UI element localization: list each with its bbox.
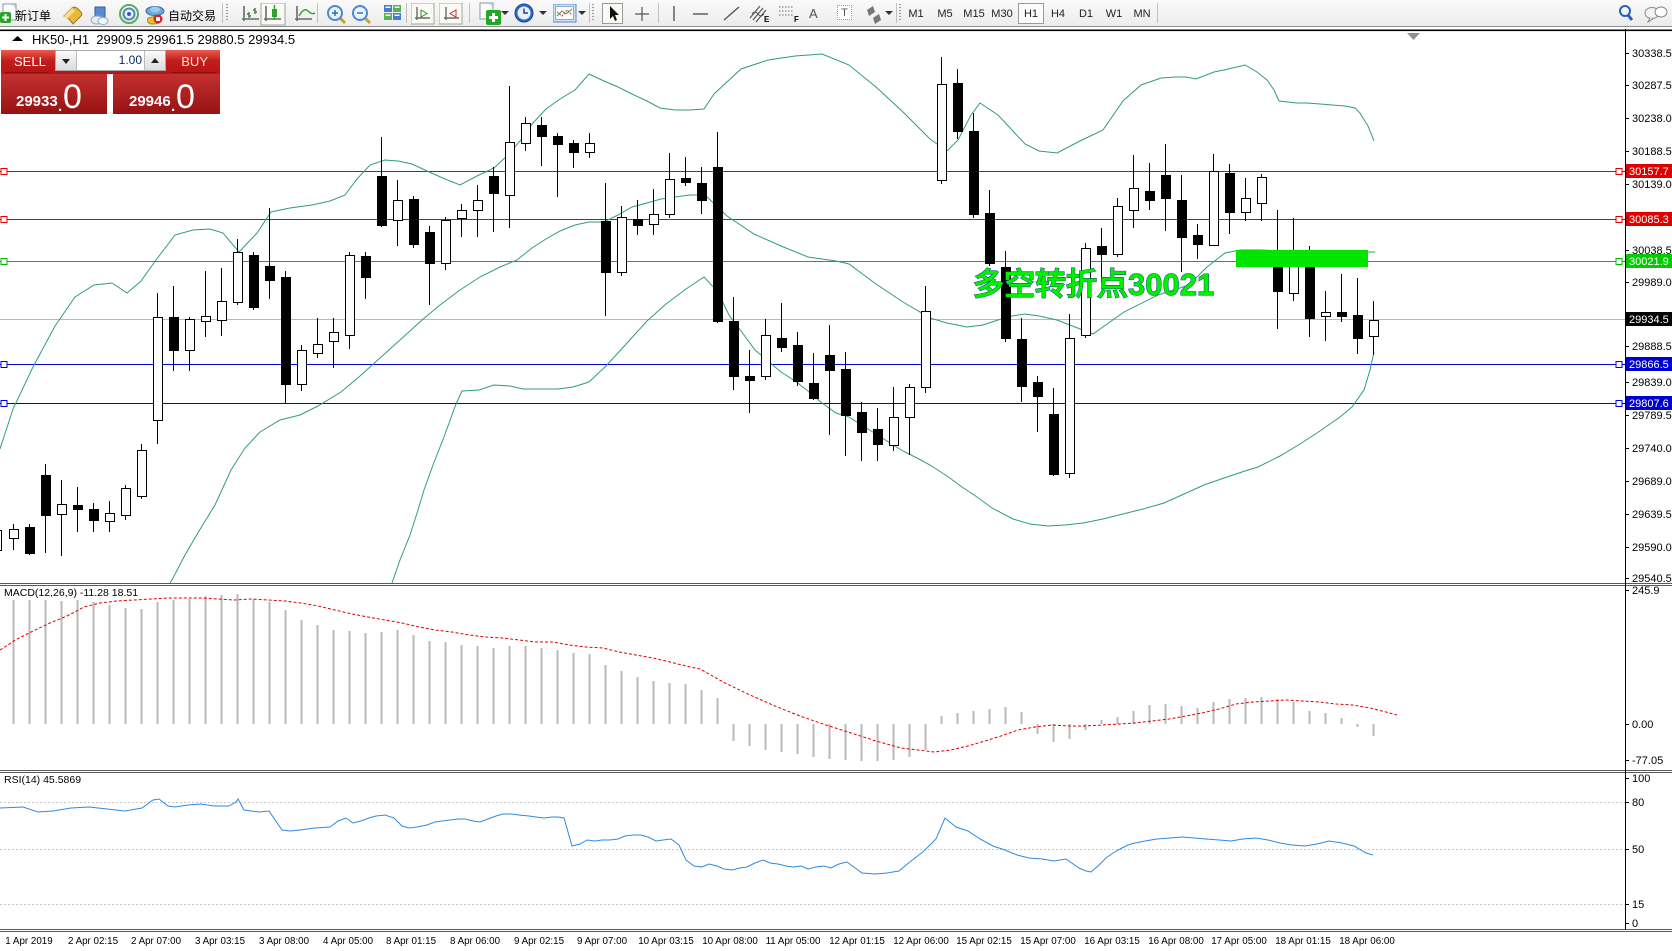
svg-text:29689.0: 29689.0 <box>1632 476 1672 488</box>
svg-text:0.00: 0.00 <box>1632 719 1653 731</box>
svg-text:30085.3: 30085.3 <box>1629 214 1669 226</box>
svg-text:80: 80 <box>1632 797 1644 809</box>
svg-text:16 Apr 03:15: 16 Apr 03:15 <box>1084 936 1140 947</box>
svg-text:245.9: 245.9 <box>1632 585 1660 597</box>
svg-text:8 Apr 01:15: 8 Apr 01:15 <box>386 936 437 947</box>
svg-text:29540.5: 29540.5 <box>1632 573 1672 585</box>
svg-text:29989.0: 29989.0 <box>1632 277 1672 289</box>
svg-text:4 Apr 05:00: 4 Apr 05:00 <box>323 936 374 947</box>
svg-text:12 Apr 06:00: 12 Apr 06:00 <box>893 936 949 947</box>
svg-text:0: 0 <box>1632 918 1638 930</box>
svg-text:50: 50 <box>1632 844 1644 856</box>
svg-text:12 Apr 01:15: 12 Apr 01:15 <box>829 936 885 947</box>
svg-text:15: 15 <box>1632 899 1644 911</box>
svg-text:29590.0: 29590.0 <box>1632 542 1672 554</box>
svg-text:10 Apr 08:00: 10 Apr 08:00 <box>702 936 758 947</box>
svg-text:HK50-,H1 29909.5 29961.5 2988: HK50-,H1 29909.5 29961.5 29880.5 29934.5 <box>32 32 295 47</box>
svg-text:30338.5: 30338.5 <box>1632 48 1672 60</box>
svg-text:29866.5: 29866.5 <box>1629 359 1669 371</box>
svg-text:9 Apr 07:00: 9 Apr 07:00 <box>577 936 628 947</box>
svg-text:-77.05: -77.05 <box>1632 755 1663 767</box>
svg-text:2 Apr 07:00: 2 Apr 07:00 <box>131 936 182 947</box>
svg-text:30238.0: 30238.0 <box>1632 113 1672 125</box>
svg-text:30188.5: 30188.5 <box>1632 146 1672 158</box>
svg-text:E: E <box>764 15 770 24</box>
svg-text:多空转折点30021: 多空转折点30021 <box>973 267 1214 302</box>
svg-text:30287.5: 30287.5 <box>1632 80 1672 92</box>
svg-text:3 Apr 03:15: 3 Apr 03:15 <box>195 936 246 947</box>
svg-text:15 Apr 02:15: 15 Apr 02:15 <box>956 936 1012 947</box>
svg-text:RSI(14) 45.5869: RSI(14) 45.5869 <box>4 774 81 786</box>
svg-text:10 Apr 03:15: 10 Apr 03:15 <box>638 936 694 947</box>
svg-text:30157.7: 30157.7 <box>1629 166 1669 178</box>
svg-text:29740.0: 29740.0 <box>1632 443 1672 455</box>
svg-text:9 Apr 02:15: 9 Apr 02:15 <box>514 936 565 947</box>
svg-text:29639.5: 29639.5 <box>1632 509 1672 521</box>
svg-text:16 Apr 08:00: 16 Apr 08:00 <box>1148 936 1204 947</box>
svg-text:29789.5: 29789.5 <box>1632 410 1672 422</box>
svg-text:18 Apr 01:15: 18 Apr 01:15 <box>1275 936 1331 947</box>
svg-text:1 Apr 2019: 1 Apr 2019 <box>5 936 52 947</box>
svg-text:F: F <box>794 15 799 24</box>
svg-text:17 Apr 05:00: 17 Apr 05:00 <box>1211 936 1267 947</box>
svg-text:MACD(12,26,9) -11.28 18.51: MACD(12,26,9) -11.28 18.51 <box>4 587 138 599</box>
svg-text:30139.0: 30139.0 <box>1632 179 1672 191</box>
svg-text:29807.6: 29807.6 <box>1629 398 1669 410</box>
svg-text:3 Apr 08:00: 3 Apr 08:00 <box>259 936 310 947</box>
svg-text:11 Apr 05:00: 11 Apr 05:00 <box>766 936 821 947</box>
svg-text:100: 100 <box>1632 773 1650 785</box>
svg-text:29934.5: 29934.5 <box>1629 314 1669 326</box>
svg-text:8 Apr 06:00: 8 Apr 06:00 <box>450 936 501 947</box>
svg-text:2 Apr 02:15: 2 Apr 02:15 <box>68 936 119 947</box>
svg-text:30021.9: 30021.9 <box>1629 256 1669 268</box>
svg-text:29888.5: 29888.5 <box>1632 341 1672 353</box>
svg-text:15 Apr 07:00: 15 Apr 07:00 <box>1020 936 1076 947</box>
svg-text:29839.0: 29839.0 <box>1632 377 1672 389</box>
svg-text:18 Apr 06:00: 18 Apr 06:00 <box>1339 936 1395 947</box>
